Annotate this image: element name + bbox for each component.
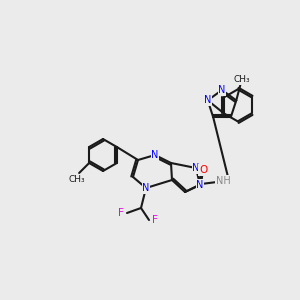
Text: CH₃: CH₃ bbox=[234, 75, 250, 84]
Text: N: N bbox=[192, 163, 200, 173]
Text: NH: NH bbox=[216, 176, 230, 186]
Text: N: N bbox=[151, 150, 159, 160]
Text: O: O bbox=[199, 165, 207, 175]
Text: CH₃: CH₃ bbox=[69, 175, 86, 184]
Text: N: N bbox=[204, 95, 212, 105]
Text: F: F bbox=[152, 215, 158, 225]
Text: N: N bbox=[196, 180, 204, 190]
Text: N: N bbox=[218, 85, 226, 95]
Text: N: N bbox=[142, 183, 150, 193]
Text: F: F bbox=[118, 208, 124, 218]
